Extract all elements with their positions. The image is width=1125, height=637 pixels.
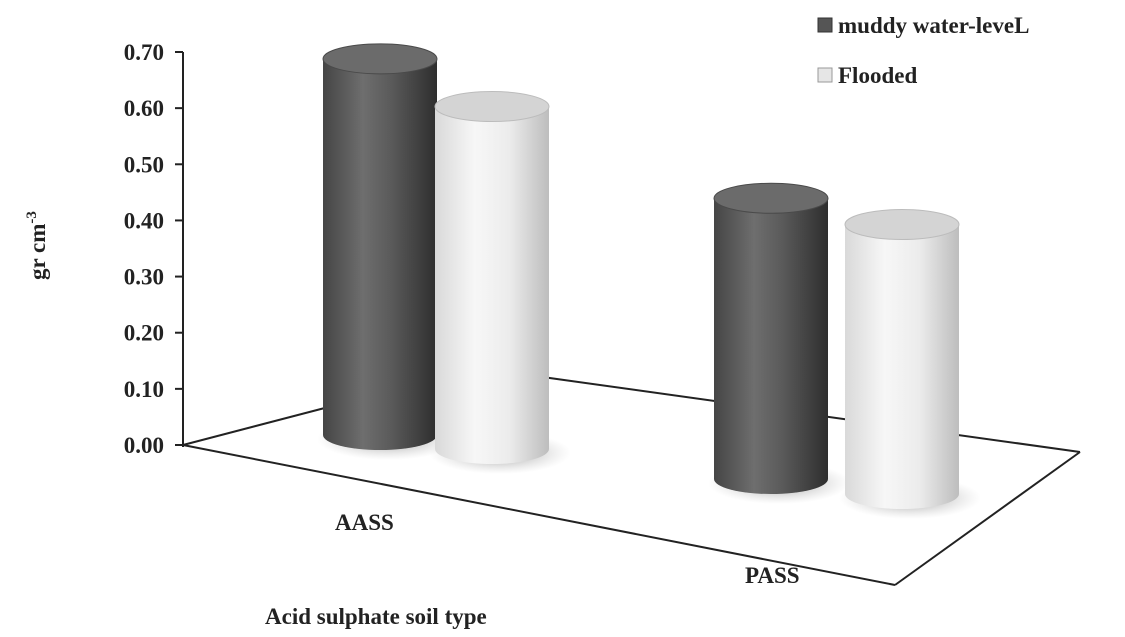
y-axis-title-group: gr cm-3 [24,211,50,280]
legend: muddy water-leveL Flooded [817,13,1029,88]
bar-top-cap [713,182,829,214]
bar-body [323,58,437,450]
bar-top-cap [434,91,550,123]
x-axis-title: Acid sulphate soil type [265,604,487,629]
y-axis-title-superscript: -3 [24,211,40,224]
legend-swatch-muddy [817,17,833,33]
bar-body [435,106,549,465]
y-tick-label: 0.50 [124,152,164,177]
bar-top-cap [844,209,960,241]
bar-aass-flooded [429,91,571,474]
legend-label-flooded: Flooded [838,63,917,88]
y-axis-title: gr cm-3 [24,211,50,280]
y-tick-label: 0.70 [124,40,164,65]
y-tick-label: 0.40 [124,208,164,233]
category-label-aass: AASS [335,510,394,535]
y-tick-label: 0.10 [124,377,164,402]
y-tick-label: 0.60 [124,96,164,121]
y-tick-label: 0.30 [124,265,164,290]
legend-swatch-flooded [817,67,833,83]
y-axis-title-base: gr cm [25,224,50,280]
y-axis: 0.00 0.10 0.20 0.30 0.40 0.50 0.60 0.70 [124,40,184,458]
legend-label-muddy: muddy water-leveL [838,13,1029,38]
bar-pass-flooded [839,209,981,519]
bar-top-cap [322,43,438,75]
bars-group [317,43,981,519]
bar-body [714,198,828,495]
y-tick-label: 0.20 [124,321,164,346]
y-tick-label: 0.00 [124,433,164,458]
bar-pass-muddy [708,182,850,504]
category-label-pass: PASS [745,563,800,588]
bar-aass-muddy [317,43,459,460]
bar-body [845,224,959,509]
